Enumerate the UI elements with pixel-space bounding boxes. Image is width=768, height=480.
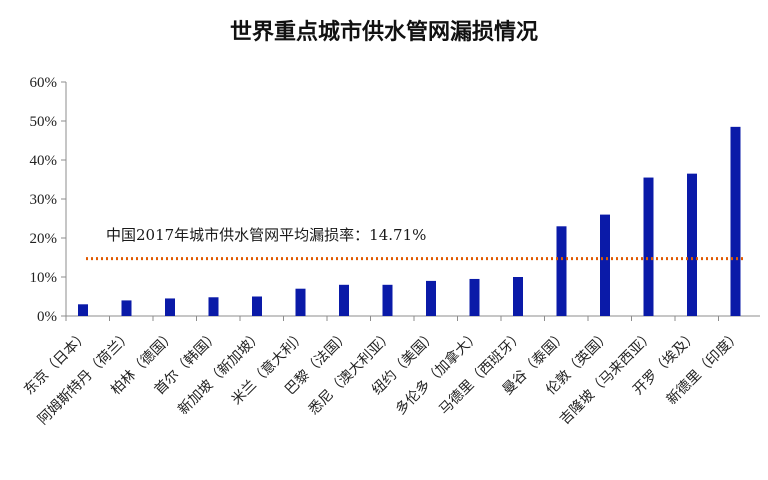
bar [643,177,654,316]
bar [78,304,88,316]
bar [382,284,393,316]
y-tick-label: 50% [30,114,58,130]
bar [730,126,741,316]
bar [469,278,480,316]
y-tick-label: 0% [37,309,57,325]
x-category-label: 米兰（意大利） [228,327,309,408]
chart-title: 世界重点城市供水管网漏损情况 [229,19,538,45]
bar [121,300,132,316]
bar [165,298,175,316]
bar [556,226,567,316]
bar [252,296,262,316]
bar [295,288,306,316]
y-tick-label: 60% [30,75,58,91]
y-tick-label: 20% [30,231,58,247]
y-tick-label: 10% [30,270,58,286]
y-tick-label: 40% [30,153,58,169]
bar [339,284,349,316]
y-tick-label: 30% [30,192,58,208]
bar [687,173,697,316]
average-reference-label: 中国2017年城市供水管网平均漏损率：14.71% [106,226,426,244]
bar [600,214,610,316]
bar [513,277,523,316]
x-category-label: 新德里（印度） [664,328,745,409]
bar [208,297,219,316]
bar [426,280,436,316]
